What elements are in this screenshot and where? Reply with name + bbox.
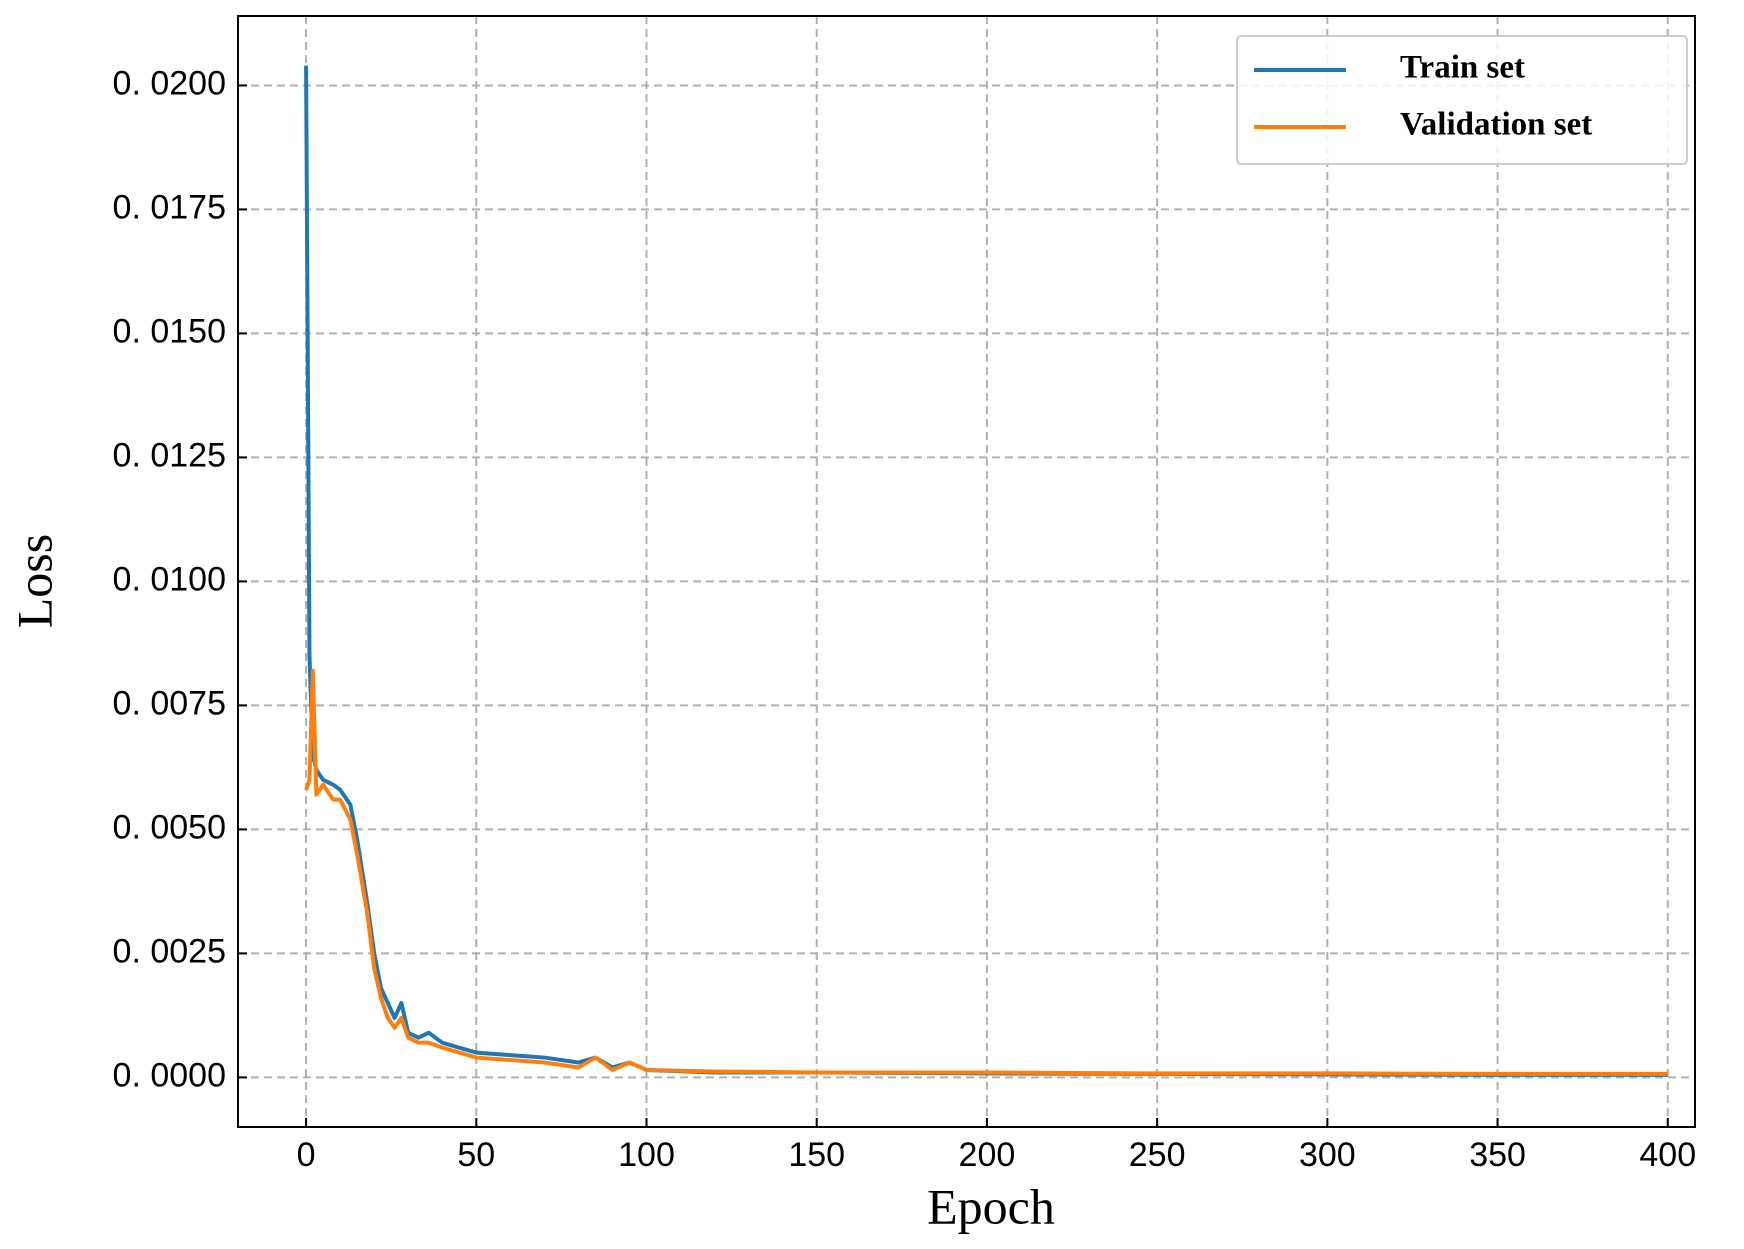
x-tick-label: 300 [1299,1136,1356,1174]
x-tick-label: 250 [1129,1136,1186,1174]
x-tick-label: 0 [297,1136,316,1174]
y-tick-label: 0. 0025 [113,932,226,970]
y-tick-label: 0. 0125 [113,436,226,474]
y-tick-label: 0. 0175 [113,188,226,226]
legend-box [1236,35,1688,165]
x-tick-label: 200 [959,1136,1016,1174]
x-tick-label: 150 [788,1136,845,1174]
x-tick-label: 50 [457,1136,495,1174]
y-tick-label: 0. 0100 [113,560,226,598]
plot-frame [237,15,1696,1128]
y-tick-label: 0. 0075 [113,684,226,722]
legend-label: Train set [1400,50,1525,86]
series-line [304,668,1668,1076]
y-tick-label: 0. 0150 [113,312,226,350]
y-tick-label: 0. 0200 [113,64,226,102]
x-tick-label: 400 [1639,1136,1696,1174]
y-tick-label: 0. 0000 [113,1056,226,1094]
x-axis-label: Epoch [927,1178,1055,1234]
y-tick-label: 0. 0050 [113,808,226,846]
x-tick-label: 100 [618,1136,675,1174]
legend-label: Validation set [1400,107,1592,143]
x-tick-label: 350 [1469,1136,1526,1174]
y-axis-label: Loss [6,534,62,628]
